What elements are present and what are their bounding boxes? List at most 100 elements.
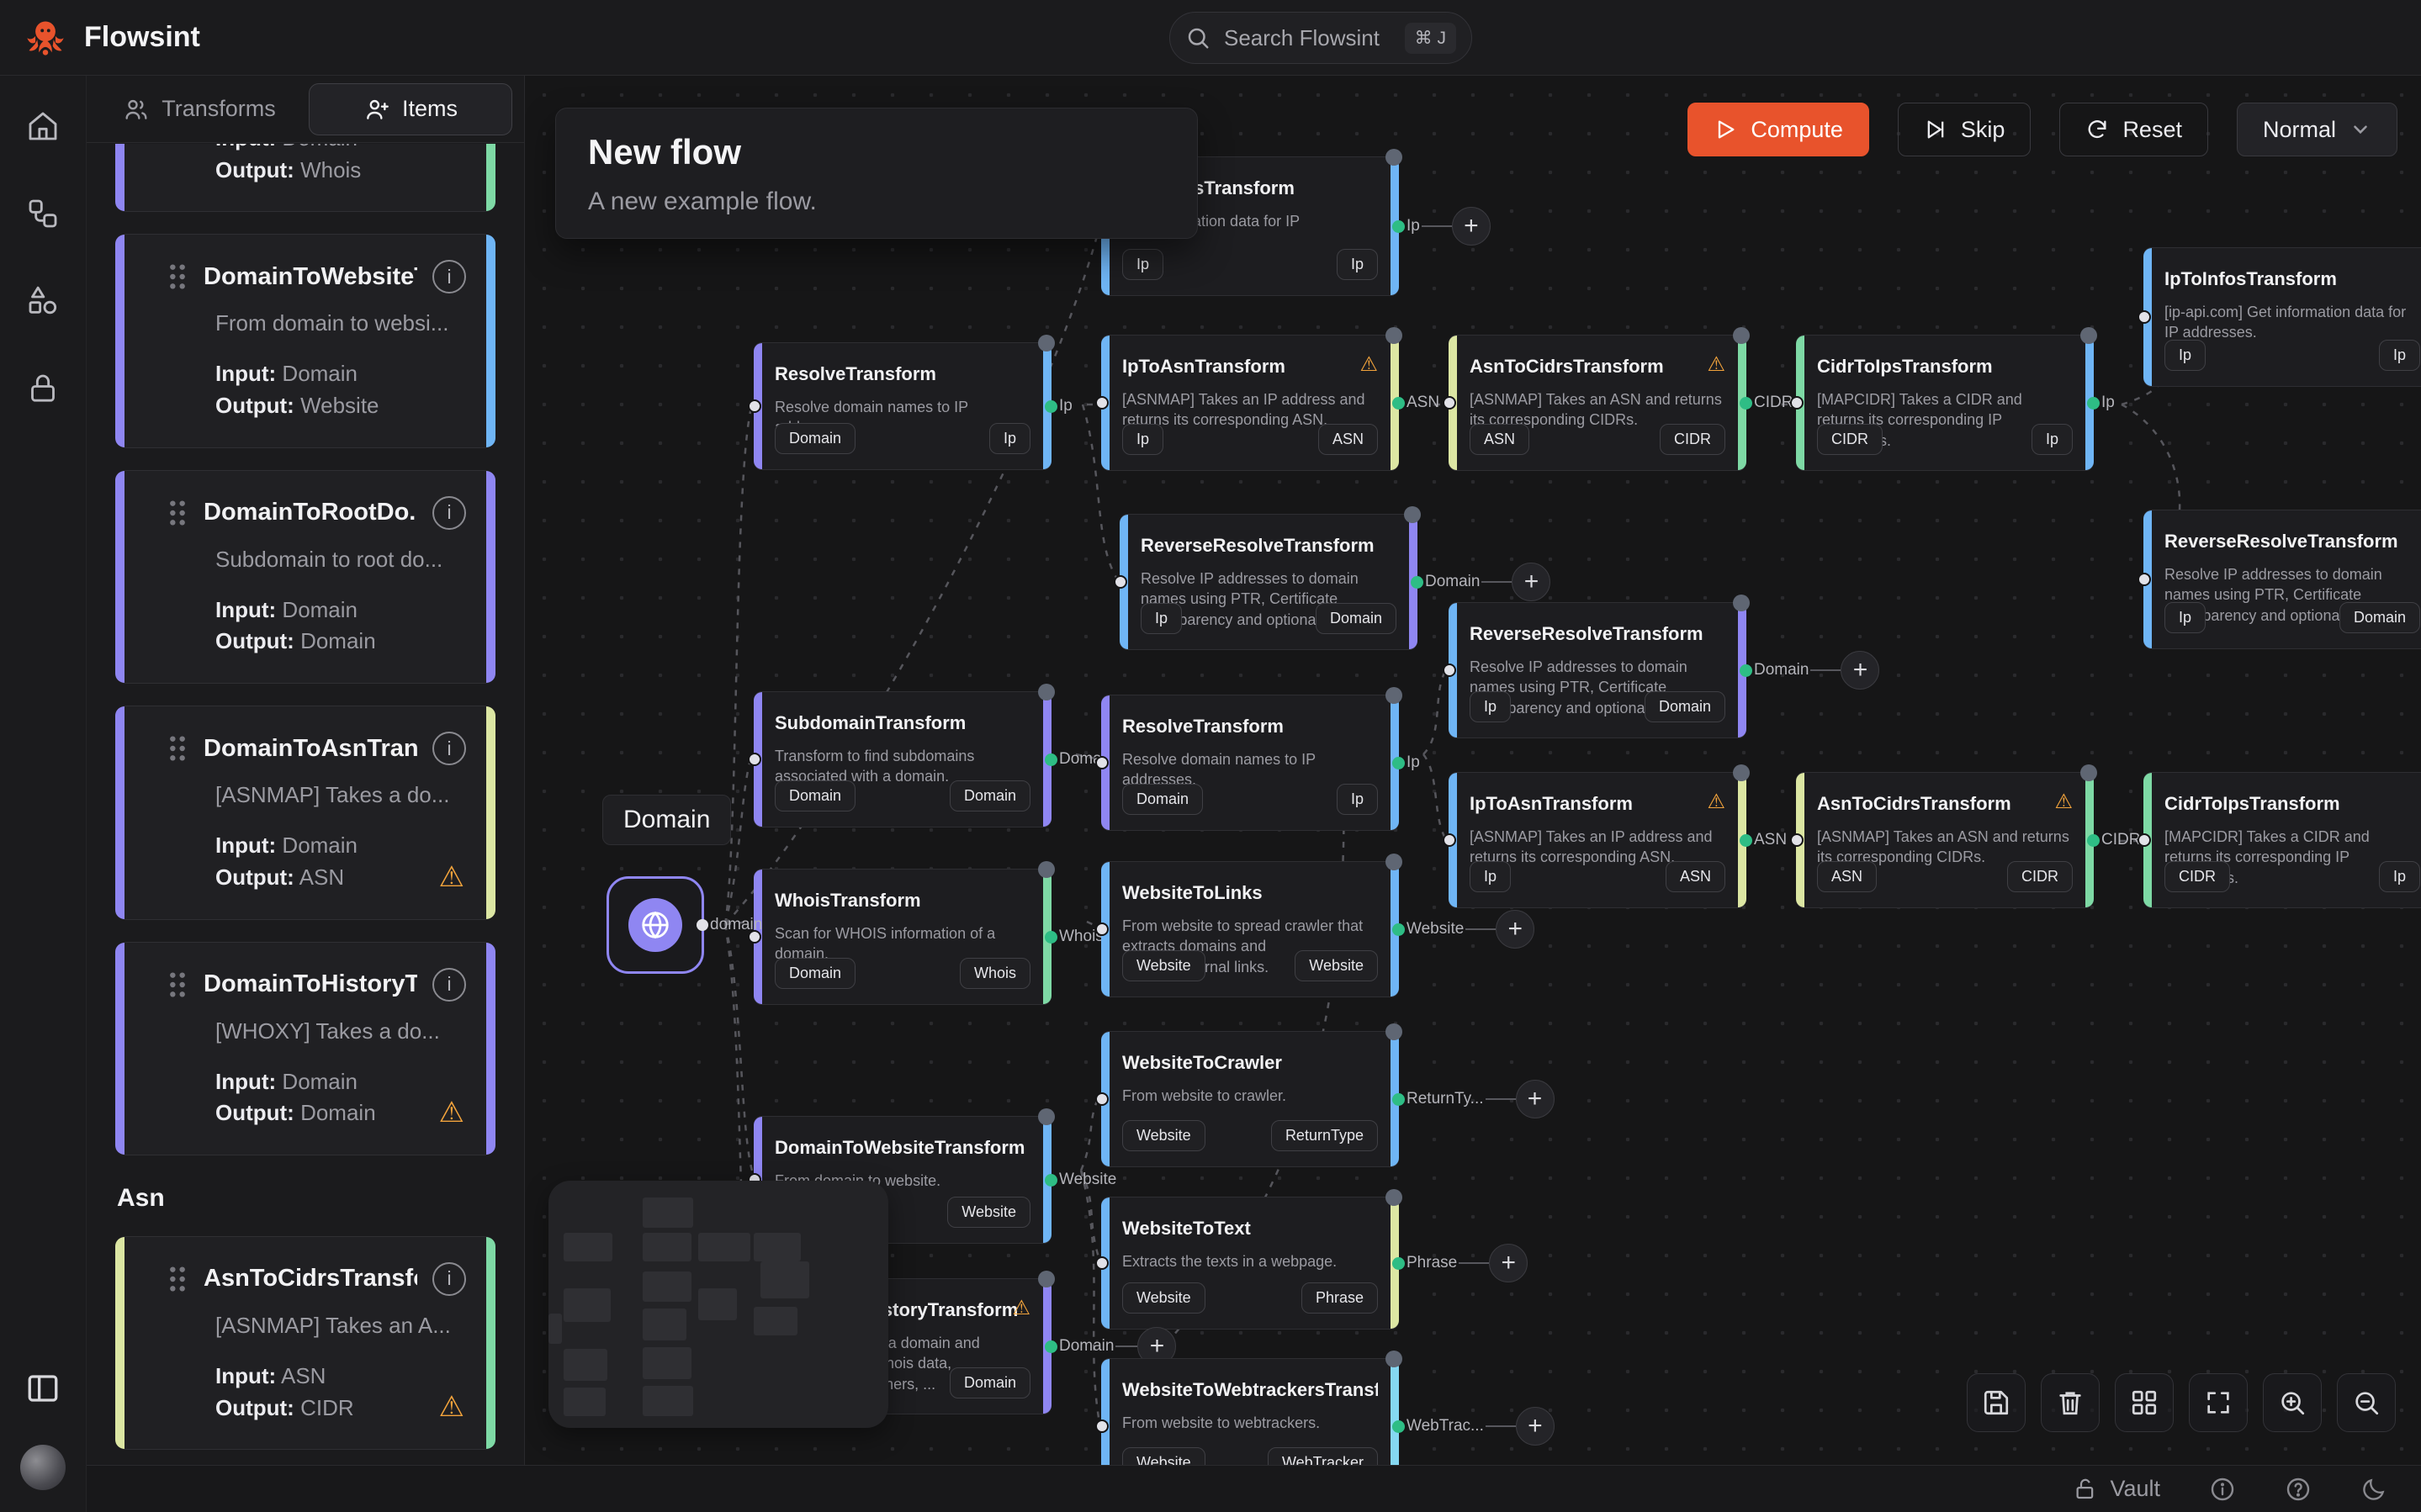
add-node-button[interactable]: + (1451, 207, 1491, 246)
top-handle[interactable] (1038, 335, 1055, 352)
info-icon[interactable]: i (432, 967, 466, 1002)
drag-handle-icon[interactable] (167, 262, 188, 291)
flow-node[interactable]: IpToAsnTransform ⚠ [ASNMAP] Takes an IP … (1443, 764, 1787, 908)
flow-node[interactable]: IpToAsnTransform ⚠ [ASNMAP] Takes an IP … (1095, 327, 1439, 471)
top-handle[interactable] (2080, 764, 2097, 781)
flow-node[interactable]: ReverseResolveTransform Resolve IP addre… (1443, 595, 1880, 738)
input-handle[interactable] (2138, 573, 2151, 586)
flow-node[interactable]: WhoisTransform Scan for WHOIS informatio… (748, 861, 1104, 1005)
add-node-button[interactable]: + (1489, 1244, 1528, 1282)
transform-card[interactable]: AsnToCidrsTransfo... i [ASNMAP] Takes an… (115, 1235, 495, 1451)
add-node-button[interactable]: + (1515, 1080, 1555, 1118)
reset-button[interactable]: Reset (2059, 103, 2208, 156)
transform-card[interactable]: DomainToWebsiteT... i From domain to web… (115, 234, 495, 448)
workflow-icon[interactable] (26, 197, 60, 230)
output-port[interactable]: Ip + (1392, 207, 1491, 246)
save-button[interactable] (1967, 1373, 2026, 1432)
transform-card[interactable]: DomainToHistoryTr... i [WHOXY] Takes a d… (115, 941, 495, 1155)
input-handle[interactable] (1095, 1419, 1109, 1433)
home-icon[interactable] (26, 109, 60, 143)
port-handle[interactable] (1740, 396, 1752, 410)
flow-node[interactable]: AsnToCidrsTransform ⚠ [ASNMAP] Takes an … (1443, 327, 1793, 471)
info-icon[interactable]: i (432, 495, 466, 530)
shapes-icon[interactable] (26, 284, 60, 318)
port-handle[interactable] (1392, 1256, 1405, 1270)
info-icon[interactable]: i (432, 1261, 466, 1296)
drag-handle-icon[interactable] (167, 1265, 188, 1293)
top-handle[interactable] (1385, 1351, 1402, 1367)
input-handle[interactable] (1790, 833, 1804, 847)
output-port[interactable]: Ip (1045, 397, 1074, 415)
top-handle[interactable] (1038, 1108, 1055, 1125)
port-handle[interactable] (1045, 1173, 1057, 1187)
help-icon[interactable] (2285, 1476, 2312, 1503)
transform-card[interactable]: Input: Domain Output: Whois (115, 144, 495, 213)
port-handle[interactable] (1392, 219, 1405, 233)
output-port[interactable]: Domain + (1411, 563, 1551, 601)
port-handle[interactable] (1045, 399, 1057, 413)
transform-card[interactable]: DomainToRootDo... i Subdomain to root do… (115, 469, 495, 685)
lock-icon[interactable] (26, 372, 60, 405)
entity-label-domain[interactable]: Domain (602, 795, 732, 845)
layout-button[interactable] (2115, 1373, 2174, 1432)
top-handle[interactable] (1038, 1271, 1055, 1287)
flow-node[interactable]: IpToInfosTransform [ip-api.com] Get info… (2138, 247, 2421, 387)
moon-icon[interactable] (2360, 1476, 2387, 1503)
input-handle[interactable] (1095, 396, 1109, 410)
compute-button[interactable]: Compute (1687, 103, 1869, 156)
port-handle[interactable] (2087, 833, 2100, 847)
panel-left-icon[interactable] (25, 1371, 61, 1406)
port-handle[interactable] (1392, 756, 1405, 769)
port-handle[interactable] (1045, 753, 1057, 766)
port-handle[interactable] (1411, 575, 1423, 589)
drag-handle-icon[interactable] (167, 970, 188, 999)
input-handle[interactable] (1114, 575, 1127, 589)
info-icon[interactable]: i (432, 732, 466, 766)
output-port[interactable]: WebTrac... + (1392, 1407, 1555, 1446)
input-handle[interactable] (1095, 1092, 1109, 1106)
tab-items[interactable]: Items (309, 82, 512, 135)
input-handle[interactable] (2138, 310, 2151, 324)
minimap[interactable] (548, 1181, 888, 1428)
top-handle[interactable] (1385, 149, 1402, 166)
transform-card[interactable]: DomainToAsnTrans... i [ASNMAP] Takes a d… (115, 706, 495, 920)
port-handle[interactable] (697, 919, 708, 931)
flow-node[interactable]: SubdomainTransform Transform to find sub… (748, 684, 1114, 827)
output-port[interactable]: Ip (1392, 753, 1422, 772)
input-handle[interactable] (748, 753, 761, 766)
flow-node[interactable]: ResolveTransform Resolve domain names to… (1095, 687, 1420, 831)
flow-node[interactable]: ReverseResolveTransform Resolve IP addre… (1114, 506, 1551, 650)
input-handle[interactable] (1790, 396, 1804, 410)
port-handle[interactable] (1045, 1340, 1057, 1353)
input-handle[interactable] (1443, 833, 1456, 847)
add-node-button[interactable]: + (1496, 910, 1535, 949)
entity-node-domain[interactable]: domain (607, 876, 762, 974)
top-handle[interactable] (1038, 684, 1055, 700)
add-node-button[interactable]: + (1841, 651, 1880, 690)
port-handle[interactable] (1392, 1419, 1405, 1433)
input-handle[interactable] (1095, 756, 1109, 769)
fullscreen-button[interactable] (2189, 1373, 2248, 1432)
port-handle[interactable] (1392, 923, 1405, 936)
output-port[interactable]: Ip (2087, 394, 2116, 412)
flow-node[interactable]: WebsiteToCrawler From website to crawler… (1095, 1023, 1555, 1167)
output-port[interactable]: Whois (1045, 928, 1105, 946)
port-handle[interactable] (1392, 1092, 1405, 1106)
top-handle[interactable] (1733, 327, 1750, 344)
octopus-logo[interactable] (24, 16, 67, 60)
info-icon[interactable] (2209, 1476, 2236, 1503)
output-port[interactable]: ASN (1740, 831, 1788, 849)
info-icon[interactable]: i (432, 260, 466, 294)
output-port[interactable]: Website (1045, 1171, 1118, 1189)
avatar[interactable] (20, 1445, 66, 1490)
zoom-in-button[interactable] (2263, 1373, 2322, 1432)
port-handle[interactable] (2087, 396, 2100, 410)
top-handle[interactable] (1733, 764, 1750, 781)
input-handle[interactable] (1443, 396, 1456, 410)
input-handle[interactable] (748, 399, 761, 413)
entity-output-port[interactable]: domain (697, 916, 764, 934)
top-handle[interactable] (1404, 506, 1421, 523)
port-handle[interactable] (1045, 930, 1057, 944)
vault-button[interactable]: Vault (2073, 1476, 2160, 1502)
top-handle[interactable] (1385, 1189, 1402, 1206)
